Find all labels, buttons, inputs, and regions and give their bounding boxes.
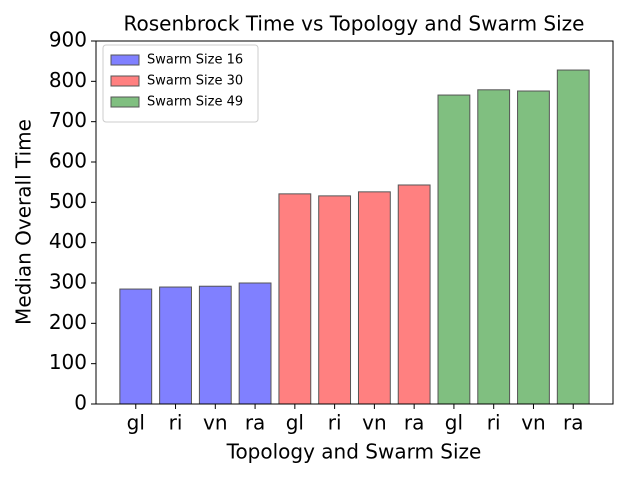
- bar: [437, 94, 471, 405]
- legend-swatch: [110, 75, 140, 87]
- bar: [198, 285, 232, 405]
- x-tick-label: ri: [169, 411, 183, 435]
- bar: [397, 184, 431, 405]
- y-axis-label: Median Overall Time: [12, 119, 36, 325]
- y-tick-label: 400: [49, 229, 87, 253]
- legend-box: [102, 44, 259, 123]
- x-tick-label: gl: [127, 411, 145, 435]
- bar: [357, 191, 391, 405]
- bar: [556, 69, 590, 405]
- bar: [477, 89, 511, 405]
- y-tick-label: 200: [49, 310, 87, 334]
- x-tick-label: ra: [563, 411, 583, 435]
- bar: [119, 288, 153, 405]
- x-tick-label: vn: [203, 411, 228, 435]
- x-tick-label: vn: [362, 411, 387, 435]
- x-tick-label: vn: [521, 411, 546, 435]
- y-tick-label: 100: [49, 350, 87, 374]
- bar: [318, 195, 352, 405]
- bar: [517, 90, 550, 405]
- y-tick-label: 600: [49, 149, 87, 173]
- x-tick-label: ra: [404, 411, 424, 435]
- y-tick-label: 0: [74, 391, 87, 415]
- bar: [238, 282, 272, 405]
- y-tick-label: 500: [49, 189, 87, 213]
- chart-title: Rosenbrock Time vs Topology and Swarm Si…: [124, 12, 585, 36]
- y-tick-label: 700: [49, 108, 87, 132]
- x-tick-label: gl: [286, 411, 304, 435]
- x-tick-label: ra: [245, 411, 265, 435]
- plot-frame: [95, 40, 614, 405]
- y-tick-label: 300: [49, 270, 87, 294]
- x-tick-label: ri: [328, 411, 342, 435]
- legend-label: Swarm Size 30: [147, 74, 243, 89]
- bar: [159, 286, 192, 405]
- legend-swatch: [110, 54, 140, 66]
- bar: [278, 193, 312, 405]
- y-tick-label: 800: [49, 68, 87, 92]
- x-axis-label: Topology and Swarm Size: [226, 440, 482, 464]
- legend-label: Swarm Size 49: [147, 95, 243, 110]
- x-tick-label: gl: [445, 411, 463, 435]
- x-tick-label: ri: [487, 411, 501, 435]
- y-tick-label: 900: [49, 28, 87, 52]
- legend-swatch: [110, 96, 140, 108]
- legend-label: Swarm Size 16: [147, 53, 243, 68]
